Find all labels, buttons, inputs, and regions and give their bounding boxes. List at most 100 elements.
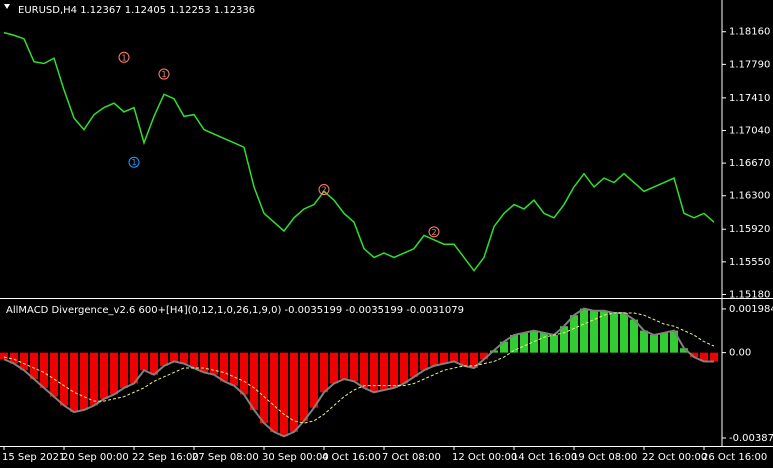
histogram-bar xyxy=(580,308,588,353)
histogram-bar xyxy=(650,335,658,353)
histogram-bar xyxy=(510,335,518,353)
histogram-bar xyxy=(460,352,468,366)
x-tick-label: 30 Sep 00:00 xyxy=(262,452,329,463)
histogram-bar xyxy=(140,352,148,371)
histogram-bar xyxy=(310,352,318,408)
histogram-bar xyxy=(160,352,168,366)
histogram-bar xyxy=(660,332,668,353)
histogram-bar xyxy=(500,341,508,353)
histogram-bar xyxy=(330,352,338,384)
x-tick-label: 19 Oct 08:00 xyxy=(572,452,637,463)
histogram-bar xyxy=(480,352,488,360)
y-tick-label: 1.15920 xyxy=(729,224,770,235)
histogram-bar xyxy=(690,352,698,358)
histogram-bar xyxy=(150,352,158,375)
histogram-bar xyxy=(590,310,598,353)
histogram-bar xyxy=(630,319,638,353)
histogram-bar xyxy=(550,335,558,353)
histogram-bar xyxy=(390,352,398,388)
x-tick-label: 20 Sep 00:00 xyxy=(62,452,129,463)
histogram-bar xyxy=(180,352,188,364)
histogram-bar xyxy=(270,352,278,432)
y-tick-label: 1.15180 xyxy=(729,289,770,300)
histogram-bar xyxy=(540,332,548,353)
divergence-marker xyxy=(118,51,130,63)
divergence-marker xyxy=(318,184,330,196)
histogram-bar xyxy=(130,352,138,384)
histogram-bar xyxy=(210,352,218,375)
histogram-bar xyxy=(440,352,448,364)
y-tick-label: 1.17790 xyxy=(729,59,770,70)
histogram-bar xyxy=(190,352,198,369)
signal-line xyxy=(3,312,715,424)
y-tick-label: 1.17040 xyxy=(729,125,770,136)
price-line xyxy=(3,31,715,272)
histogram-bar xyxy=(700,352,708,362)
divergence-marker xyxy=(128,156,140,168)
divergence-label: 2 xyxy=(431,228,436,237)
histogram-bar xyxy=(340,352,348,380)
histogram-bar xyxy=(280,352,288,437)
histogram-bar xyxy=(220,352,228,382)
histogram-bar xyxy=(290,352,298,432)
divergence-label: 1 xyxy=(131,158,136,167)
histogram-bar xyxy=(620,312,628,353)
histogram-bar xyxy=(610,312,618,353)
x-tick-label: 26 Oct 16:00 xyxy=(702,452,767,463)
histogram-bar xyxy=(430,352,438,366)
x-tick-label: 15 Sep 2021 xyxy=(2,452,65,463)
histogram-bar xyxy=(400,352,408,384)
histogram-bar xyxy=(250,352,258,410)
histogram-bar xyxy=(240,352,248,395)
histogram-bar xyxy=(350,352,358,382)
divergence-label: 1 xyxy=(161,70,166,79)
histogram-bar xyxy=(80,352,88,410)
histogram-bar xyxy=(110,352,118,395)
histogram-bar xyxy=(60,352,68,406)
histogram-bar xyxy=(470,352,478,369)
x-tick-label: 27 Sep 08:00 xyxy=(192,452,259,463)
histogram-bar xyxy=(370,352,378,393)
histogram-bar xyxy=(450,352,458,362)
histogram-bar xyxy=(300,352,308,421)
histogram-bar xyxy=(260,352,268,424)
y-tick-label: 1.17410 xyxy=(729,93,770,104)
histogram-bar xyxy=(100,352,108,399)
histogram-bar xyxy=(120,352,128,388)
y-tick-label: -0.003876 xyxy=(729,433,773,444)
divergence-label: 1 xyxy=(121,53,126,62)
histogram-bar xyxy=(170,352,178,362)
panel-arrow xyxy=(4,4,10,9)
histogram-bar xyxy=(420,352,428,371)
macd-line xyxy=(3,307,714,438)
histogram-bar xyxy=(40,352,48,388)
histogram-bar xyxy=(410,352,418,377)
histogram-bar xyxy=(680,348,688,353)
histogram-bar xyxy=(0,352,8,360)
indicator-title: AllMACD Divergence_v2.6 600+[H4](0,12,1,… xyxy=(6,305,464,316)
histogram-bar xyxy=(360,352,368,388)
x-tick-label: 4 Oct 16:00 xyxy=(322,452,381,463)
histogram-bar xyxy=(520,332,528,353)
histogram-bar xyxy=(20,352,28,371)
histogram-bar xyxy=(230,352,238,386)
histogram-bar xyxy=(570,315,578,353)
histogram-bar xyxy=(30,352,38,380)
divergence-label: 2 xyxy=(321,186,326,195)
y-tick-label: 1.16300 xyxy=(729,191,770,202)
y-tick-label: 1.15550 xyxy=(729,257,770,268)
histogram-bar xyxy=(10,352,18,364)
histogram-bar xyxy=(560,326,568,353)
histogram-bar xyxy=(70,352,78,413)
chart-title: EURUSD,H4 1.12367 1.12405 1.12253 1.1233… xyxy=(18,5,255,16)
histogram-bar xyxy=(320,352,328,393)
histogram-bar xyxy=(90,352,98,406)
x-tick-label: 7 Oct 08:00 xyxy=(382,452,441,463)
histogram-bar xyxy=(710,352,718,362)
histogram-bar xyxy=(380,352,388,391)
histogram-bar xyxy=(640,330,648,353)
x-tick-label: 12 Oct 00:00 xyxy=(452,452,517,463)
